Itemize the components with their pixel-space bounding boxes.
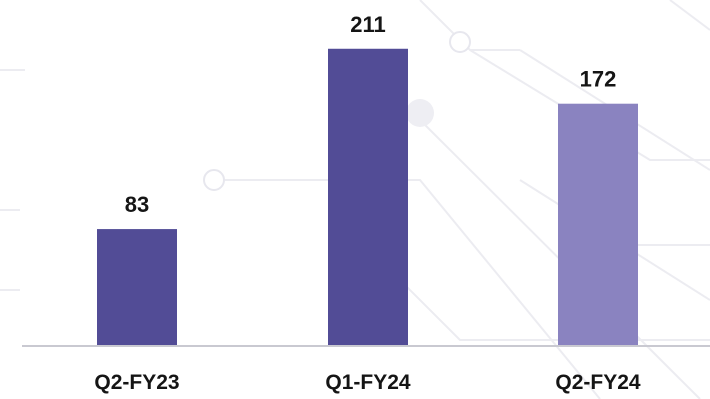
x-tick-labels-group: Q2-FY23 Q1-FY24 Q2-FY24	[94, 371, 641, 394]
decor-node	[449, 31, 471, 53]
decor-node	[406, 99, 434, 127]
value-labels-group: 83 211 172	[125, 12, 617, 217]
decor-line	[669, 0, 710, 31]
bars-group	[97, 48, 638, 346]
decor-line	[215, 179, 601, 399]
decor-node	[203, 169, 225, 191]
bar-q2-fy24	[558, 103, 638, 346]
decor-line	[469, 49, 710, 161]
bar-q2-fy23	[97, 229, 177, 346]
bar-q1-fy24	[328, 48, 408, 346]
x-tick-label-q1-fy24: Q1-FY24	[325, 371, 411, 394]
decor-line	[359, 239, 710, 341]
data-label-q1-fy24: 211	[350, 12, 386, 37]
x-tick-label-q2-fy24: Q2-FY24	[555, 371, 641, 394]
data-label-q2-fy23: 83	[125, 192, 149, 217]
data-label-q2-fy24: 172	[580, 67, 617, 92]
x-tick-label-q2-fy23: Q2-FY23	[94, 371, 179, 394]
decor-line	[399, 99, 701, 399]
